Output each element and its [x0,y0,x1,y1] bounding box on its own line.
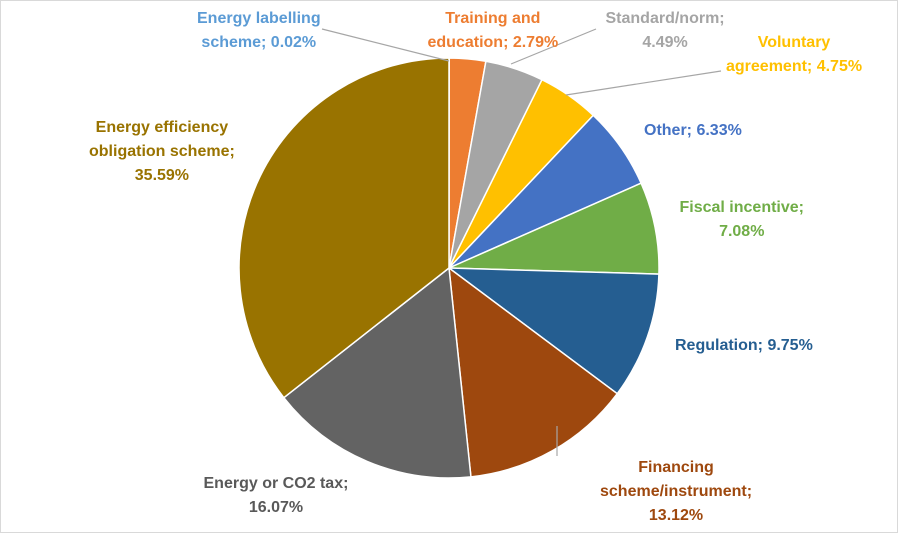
data-label-line: Energy efficiency [95,119,229,136]
data-label-line: 13.12% [648,507,704,524]
pie-slice-regulation [446,267,660,395]
data-label-line: Training and [445,10,541,27]
data-label-line: agreement; 4.75% [726,58,863,75]
data-label-financing-scheme-instrument: Financing scheme/instrument; 13.12% [600,456,752,528]
data-label-line: Energy or CO2 tax; [203,475,349,492]
data-label-line: Energy labelling [197,10,321,27]
data-label-line: 7.08% [719,223,765,240]
data-label-standard-norm: Standard/norm; 4.49% [606,7,725,55]
data-label-line: Standard/norm; [605,10,725,27]
data-label-regulation: Regulation; 9.75% [675,334,813,358]
pie-slices [238,57,660,479]
data-label-line: obligation scheme; [89,143,235,160]
data-label-other: Other; 6.33% [644,119,742,143]
data-label-line: 16.07% [248,499,304,516]
data-label-line: Financing [638,459,714,476]
leader-lines [321,28,722,456]
pie-slice-energy-efficiency-obligation-scheme [238,57,450,399]
leader-line [321,28,450,62]
data-label-fiscal-incentive: Fiscal incentive; 7.08% [680,196,805,244]
data-label-line: Fiscal incentive; [679,199,805,216]
data-label-line: scheme/instrument; [600,483,753,500]
data-label-line: Other; 6.33% [644,122,742,139]
data-label-energy-efficiency-obligation-scheme: Energy efficiency obligation scheme; 35.59… [89,116,235,188]
data-label-line: 4.49% [642,34,688,51]
data-label-line: education; 2.79% [427,34,559,51]
data-label-line: 35.59% [134,167,190,184]
leader-line [510,28,597,65]
data-label-line: scheme; 0.02% [201,34,317,51]
data-label-voluntary-agreement: Voluntary agreement; 4.75% [726,31,862,79]
data-label-training-and-education: Training and education; 2.79% [428,7,559,55]
data-label-energy-or-co2-tax: Energy or CO2 tax; 16.07% [204,472,349,520]
data-label-energy-labelling-scheme: Energy labelling scheme; 0.02% [197,7,321,55]
data-label-line: Regulation; 9.75% [675,337,813,354]
data-label-line: Voluntary [757,34,831,51]
leader-line [565,70,722,96]
pie-slice-energy-or-co2-tax [282,266,472,479]
pie-slice-financing-scheme-instrument [448,266,619,478]
